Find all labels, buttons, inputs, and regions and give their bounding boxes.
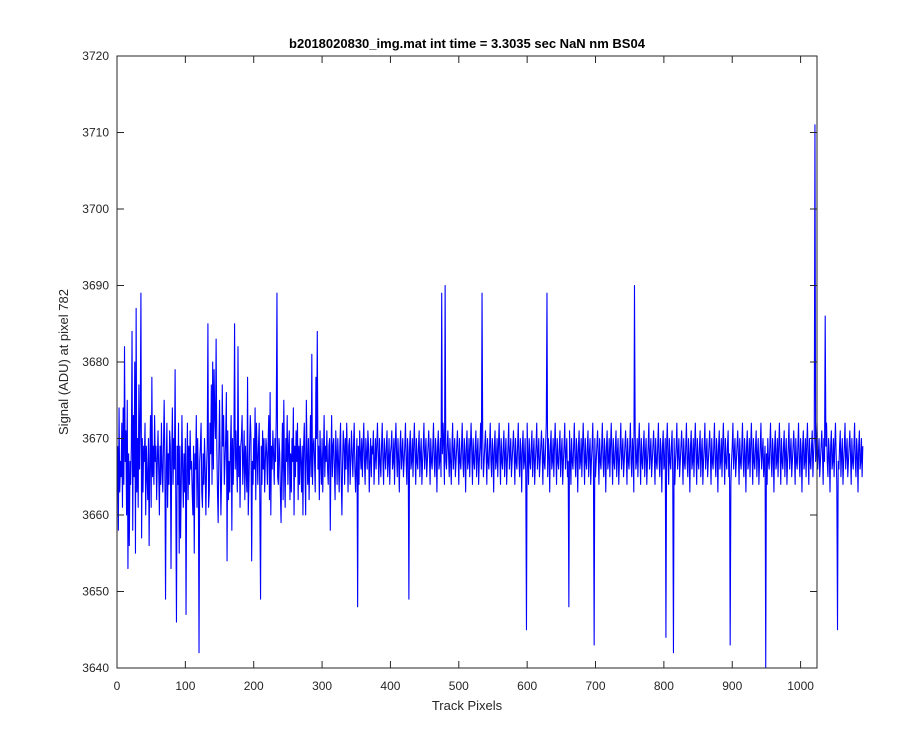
x-axis-label: Track Pixels xyxy=(432,698,503,713)
x-tick-label: 1000 xyxy=(787,679,814,693)
axes-background xyxy=(117,56,817,668)
x-tick-label: 500 xyxy=(449,679,469,693)
y-tick-label: 3640 xyxy=(82,661,109,675)
x-tick-label: 200 xyxy=(244,679,264,693)
y-tick-label: 3720 xyxy=(82,49,109,63)
x-tick-label: 300 xyxy=(312,679,332,693)
y-axis-label: Signal (ADU) at pixel 782 xyxy=(56,289,71,435)
y-tick-label: 3690 xyxy=(82,279,109,293)
series-line-0 xyxy=(117,124,864,669)
x-tick-label: 800 xyxy=(654,679,674,693)
axes-box xyxy=(116,55,818,669)
ticks-layer: 0 100 200 300 400 500 600 700 800 900 1000 3640 3650… xyxy=(82,49,817,693)
y-tick-label: 3710 xyxy=(82,126,109,140)
y-tick-label: 3670 xyxy=(82,432,109,446)
x-tick-label: 0 xyxy=(114,679,121,693)
x-tick-label: 700 xyxy=(586,679,606,693)
x-tick-label: 100 xyxy=(175,679,195,693)
x-tick-label: 600 xyxy=(517,679,537,693)
x-tick-label: 900 xyxy=(722,679,742,693)
y-tick-label: 3680 xyxy=(82,355,109,369)
y-tick-label: 3650 xyxy=(82,585,109,599)
series-layer xyxy=(117,124,864,669)
x-tick-label: 400 xyxy=(380,679,400,693)
y-tick-label: 3700 xyxy=(82,202,109,216)
chart-title: b2018020830_img.mat int time = 3.3035 se… xyxy=(289,36,646,51)
y-tick-label: 3660 xyxy=(82,508,109,522)
